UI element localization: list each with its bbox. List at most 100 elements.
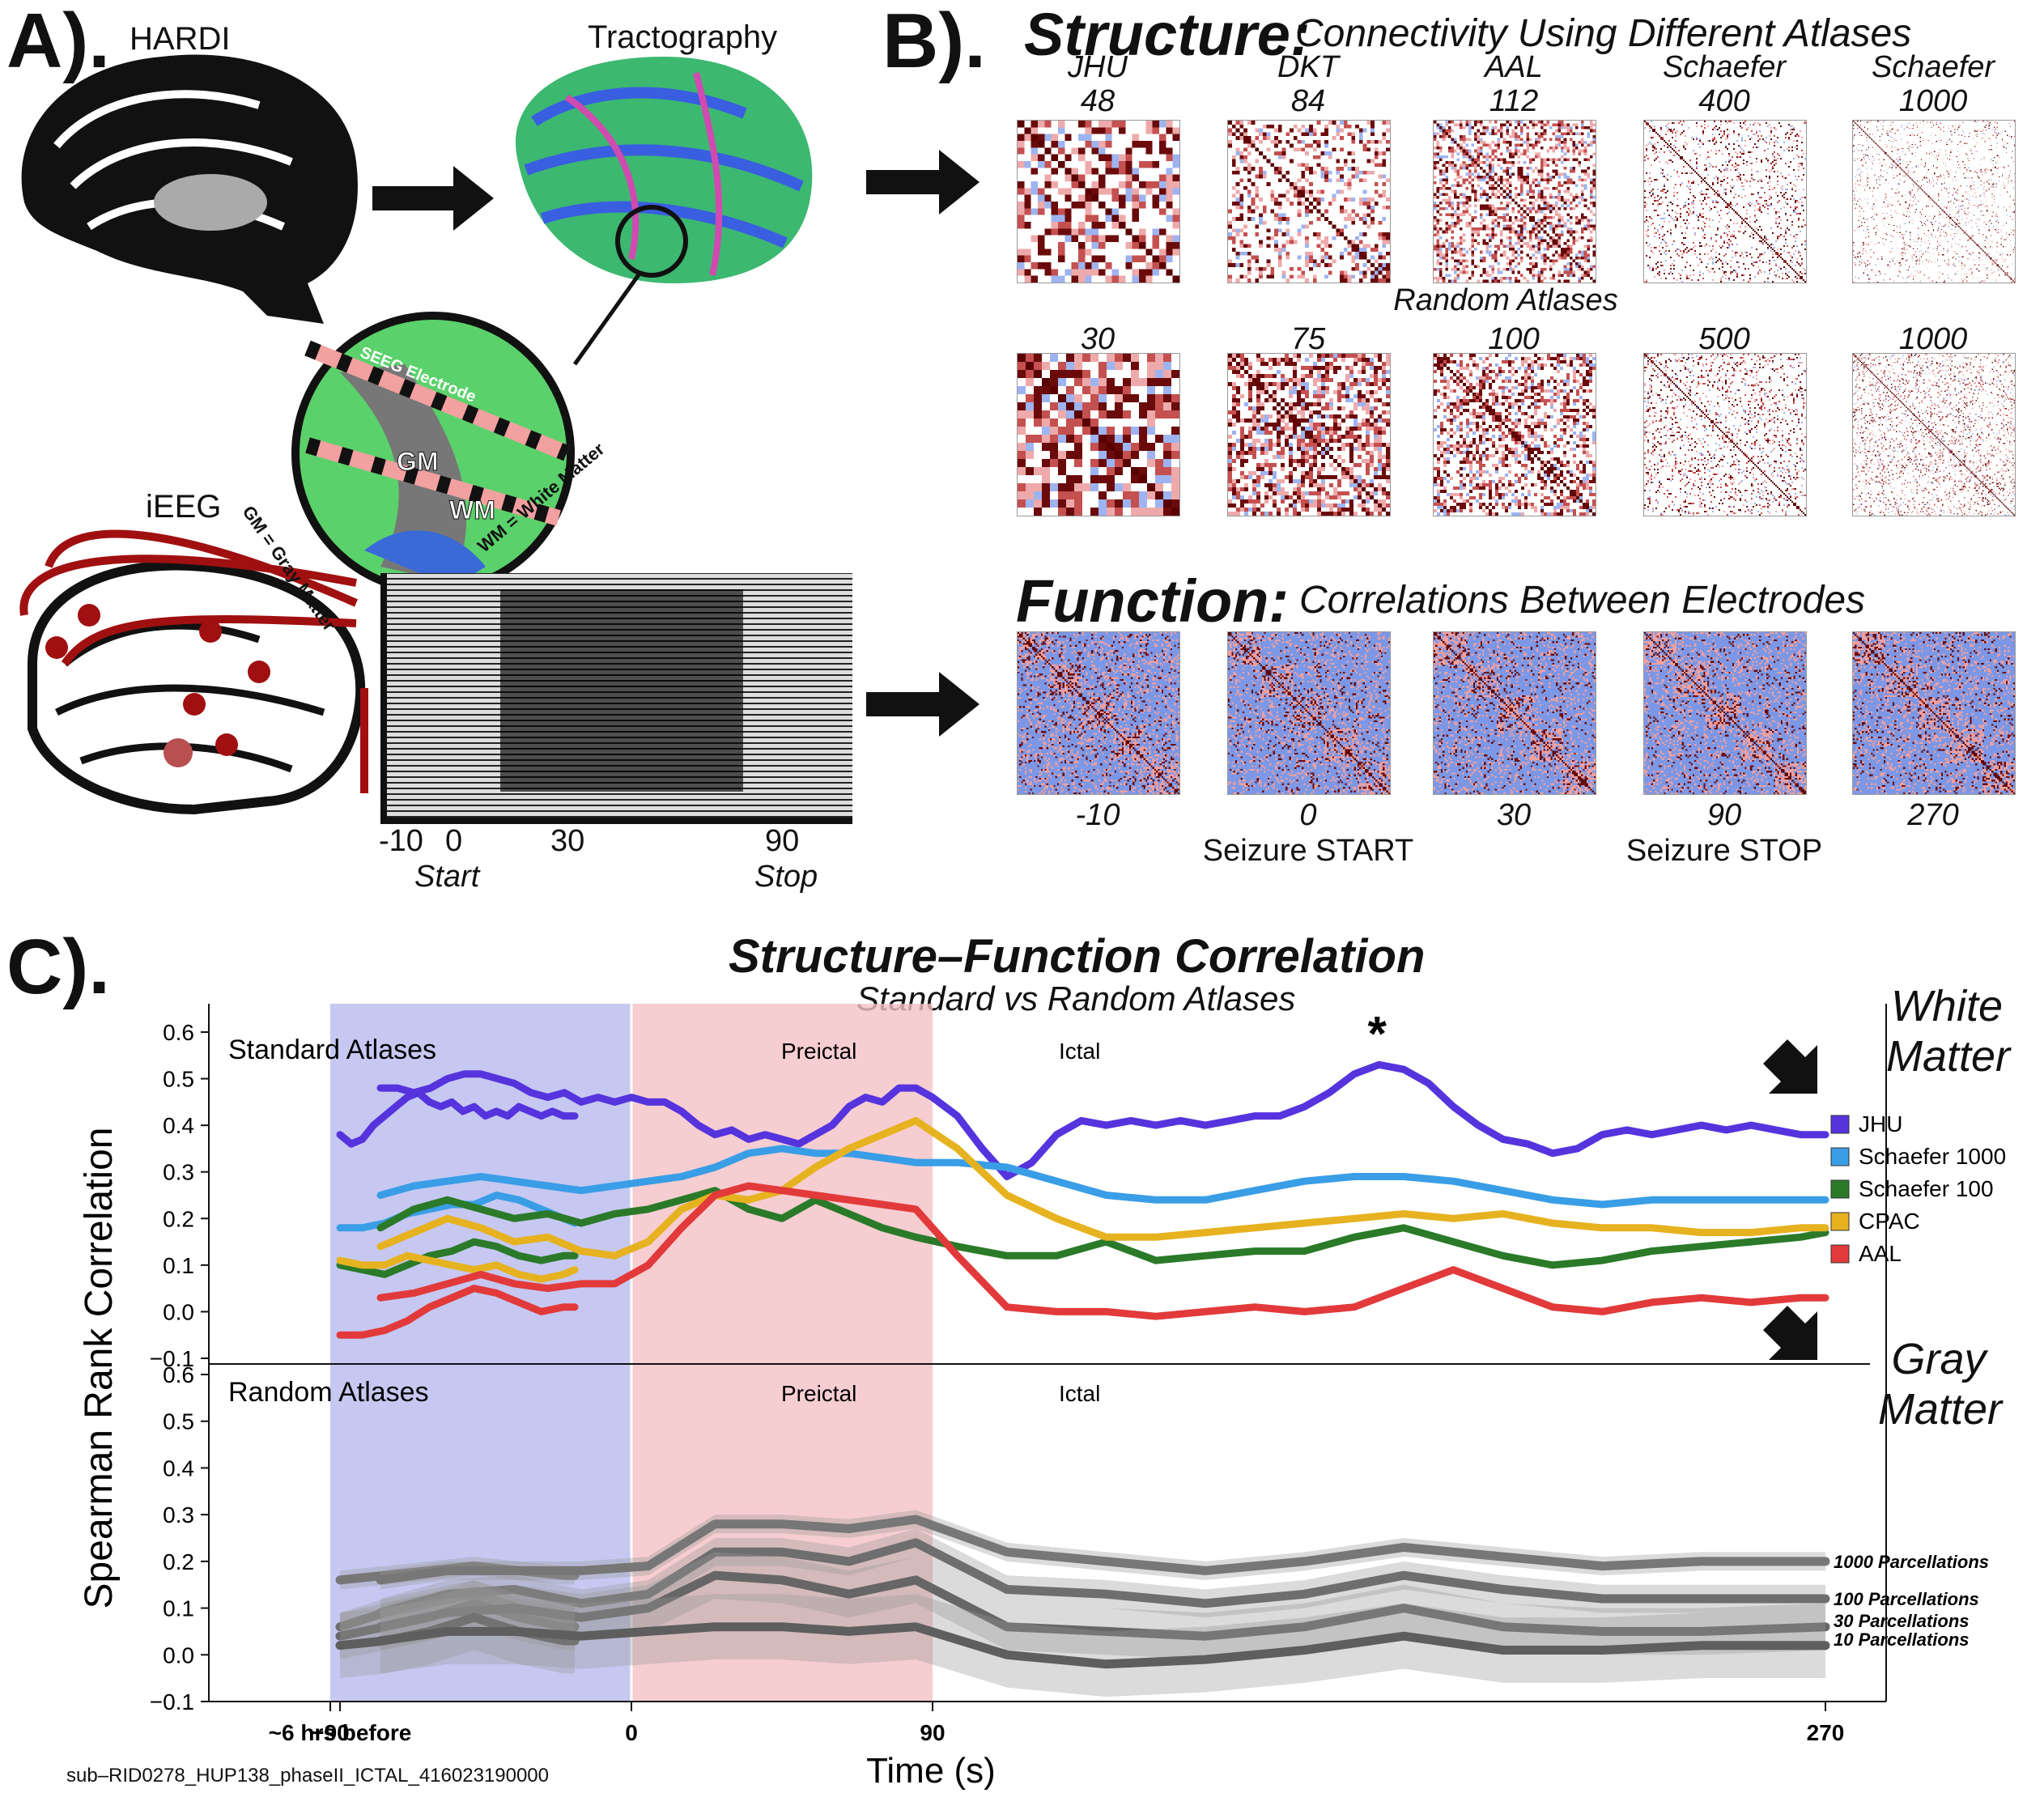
series-line (376, 1622, 1830, 1669)
random-atlas-count: 500 (1698, 322, 1750, 356)
series-end-label: 1000 Parcellations (1834, 1552, 1989, 1572)
panel-c-letter: C). (6, 924, 110, 1010)
y-tick-label: 0.2 (163, 1549, 194, 1574)
functional-matrix (1433, 631, 1596, 795)
panel-title: Random Atlases (228, 1377, 429, 1408)
atlas-region-count: 84 (1290, 84, 1326, 118)
seizure-event-label: Seizure STOP (1625, 834, 1823, 868)
functional-matrix (1227, 631, 1391, 795)
white-matter-label: White Matter (1886, 982, 2011, 1081)
seeg-inset (291, 312, 575, 595)
ictal-label: Ictal (1059, 1381, 1100, 1406)
x-tick-label: 270 (1807, 1720, 1845, 1745)
structural-matrix (1017, 353, 1180, 516)
eeg-tick-m10: -10 (379, 824, 423, 858)
structural-matrix (1433, 353, 1596, 516)
preictal-label: Preictal (781, 1381, 856, 1406)
x-tick-label: 90 (920, 1720, 945, 1745)
structural-matrix (1227, 353, 1391, 516)
series-band (380, 1594, 1825, 1697)
ictal-label: Ictal (1059, 1039, 1100, 1064)
x-tick-label: ~6 hrs before (269, 1720, 412, 1745)
atlas-name: AAL (1485, 50, 1543, 84)
structural-matrix (1852, 353, 2016, 516)
panel-a-letter: A). (6, 0, 110, 84)
structural-matrix (1227, 120, 1391, 283)
legend-swatch (1830, 1244, 1850, 1264)
arrow-icon (866, 672, 980, 737)
chart-title: Structure–Function Correlation (729, 930, 1426, 983)
y-tick-label: 0.3 (163, 1502, 194, 1527)
atlas-name: Schaefer (1871, 50, 1995, 84)
atlas-name: JHU (1068, 50, 1128, 84)
y-tick-label: −0.1 (150, 1346, 194, 1371)
legend-label: AAL (1859, 1241, 1902, 1266)
tractography-label: Tractography (588, 19, 778, 55)
preictal-label: Preictal (781, 1039, 856, 1064)
function-time-label: 30 (1496, 798, 1532, 832)
series-line (376, 1182, 1829, 1320)
eeg-tick-30: 30 (550, 824, 585, 858)
random-atlas-count: 30 (1080, 322, 1115, 356)
function-time-label: 90 (1706, 798, 1742, 832)
hardi-brain-image (21, 54, 358, 325)
y-tick-label: 0.6 (163, 1362, 194, 1387)
y-tick-label: 0.5 (163, 1409, 194, 1434)
series-line (336, 1251, 579, 1283)
structure-title: Structure: (1024, 1, 1311, 68)
x-tick-label: 0 (625, 1720, 638, 1745)
y-tick-label: 0.6 (163, 1020, 194, 1045)
eeg-stop-label: Stop (754, 860, 818, 894)
y-tick-label: 0.4 (163, 1455, 194, 1481)
ieeg-label: iEEG (146, 489, 222, 525)
structural-matrix (1852, 120, 2016, 283)
y-tick-label: 0.0 (163, 1642, 194, 1668)
y-tick-label: 0.0 (163, 1299, 194, 1324)
panel-title: Standard Atlases (228, 1035, 436, 1065)
series-line (376, 1145, 1829, 1209)
series-band (380, 1510, 1825, 1590)
panel-a-illustration (19, 54, 813, 815)
series-line (336, 1089, 579, 1148)
eeg-tick-0: 0 (445, 824, 463, 858)
atlas-region-count: 1000 (1898, 84, 1968, 118)
atlas-name: Schaefer (1662, 50, 1787, 84)
eeg-burst (500, 589, 743, 792)
eeg-tick-90: 90 (765, 824, 800, 858)
function-subtitle: Correlations Between Electrodes (1299, 579, 1866, 622)
series-line (376, 1116, 1829, 1260)
y-tick-label: 0.4 (163, 1113, 194, 1138)
function-title: Function: (1016, 567, 1290, 635)
legend-label: Schaefer 1000 (1859, 1144, 2006, 1169)
structure-function-chart: 0.6 0.5 0.4 0.3 0.2 0.1 0.0 −0.1 Standard Atlase… (78, 1004, 2006, 1791)
series-end-label: 10 Parcellations (1834, 1629, 1970, 1650)
series-line (376, 1187, 1829, 1269)
footnote: sub–RID0278_HUP138_phaseII_ICTAL_4160231… (66, 1765, 550, 1787)
atlas-region-count: 400 (1698, 84, 1750, 118)
legend-swatch (1830, 1147, 1850, 1166)
y-tick-label: −0.1 (150, 1689, 194, 1714)
series-line (376, 1060, 1829, 1180)
structural-matrix (1433, 120, 1596, 283)
seizure-event-label: Seizure START (1202, 834, 1414, 868)
x-axis-label: Time (s) (866, 1751, 996, 1791)
structural-matrix (1643, 353, 1807, 516)
y-tick-label: 0.3 (163, 1160, 194, 1185)
function-time-label: 0 (1299, 798, 1317, 832)
gray-matter-label: Gray Matter (1878, 1335, 2003, 1434)
series-line (336, 1238, 579, 1278)
random-atlas-count: 75 (1290, 322, 1326, 356)
inset-wm-label: WM (449, 495, 496, 525)
tractography-image (515, 57, 813, 283)
random-atlas-count: 1000 (1898, 322, 1968, 356)
series-line (376, 1515, 1830, 1585)
panel-b-letter: B). (882, 0, 986, 84)
y-axis-label: Spearman Rank Correlation (78, 1128, 121, 1609)
structural-matrix (1643, 120, 1807, 283)
legend-label: CPAC (1859, 1209, 1920, 1234)
y-tick-label: 0.5 (163, 1067, 194, 1092)
series-end-label: 100 Parcellations (1834, 1589, 1979, 1609)
inset-gm-label: GM (397, 447, 440, 477)
arrow-icon (1763, 1306, 1817, 1360)
legend-label: Schaefer 100 (1859, 1176, 1994, 1201)
